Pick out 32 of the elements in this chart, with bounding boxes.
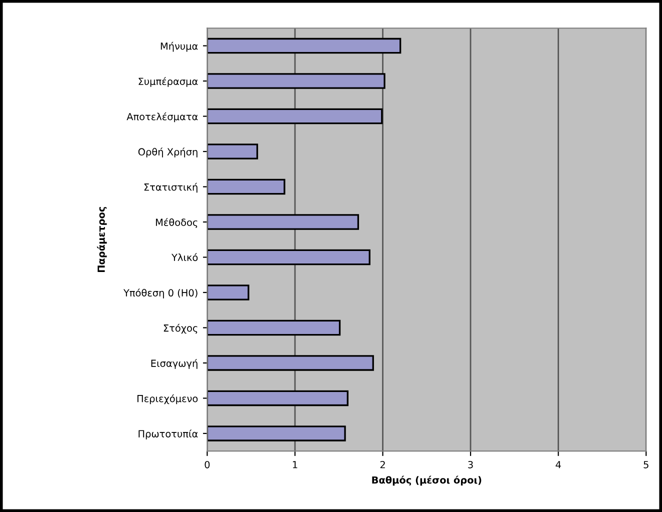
y-tick-label: Στατιστική: [144, 182, 198, 193]
x-tick-label: 5: [644, 461, 648, 468]
bar: [207, 426, 346, 442]
x-tick-label: 3: [468, 460, 473, 468]
y-tick-label: Υπόθεση 0 (Η0): [123, 288, 198, 298]
y-axis-title: Παράμετρος: [96, 206, 107, 272]
bar: [207, 355, 374, 371]
bar: [207, 390, 348, 406]
y-tick-label: Μήνυμα: [160, 42, 198, 52]
bar: [207, 214, 360, 230]
y-tick-label: Πρωτοτυπία: [138, 430, 198, 440]
y-tick-label: Ορθή Χρήση: [138, 148, 198, 158]
bar: [207, 284, 250, 300]
x-tick-label: 4: [556, 461, 561, 468]
bar: [207, 73, 386, 89]
y-tick-label: Εισαγωγή: [151, 359, 198, 369]
bar: [207, 38, 402, 54]
x-tick-label: 1: [292, 461, 298, 468]
y-tick-label: Αποτελέσματα: [126, 112, 198, 122]
bar: [207, 320, 341, 336]
y-tick-label: Περιεχόμενο: [137, 394, 198, 404]
y-tick-label: Μέθοδος: [156, 218, 198, 228]
x-tick-label: 0: [204, 460, 210, 468]
y-tick-label: Στόχος: [164, 324, 198, 334]
y-tick-label: Υλικό: [171, 253, 198, 262]
x-tick-label: 2: [380, 460, 385, 468]
bar: [207, 249, 370, 266]
bar: [207, 108, 383, 124]
bar: [207, 144, 258, 160]
y-tick-label: Συμπέρασμα: [138, 77, 198, 87]
x-axis-title: Βαθμός (μέσοι όροι): [372, 476, 482, 486]
bar: [207, 178, 286, 195]
